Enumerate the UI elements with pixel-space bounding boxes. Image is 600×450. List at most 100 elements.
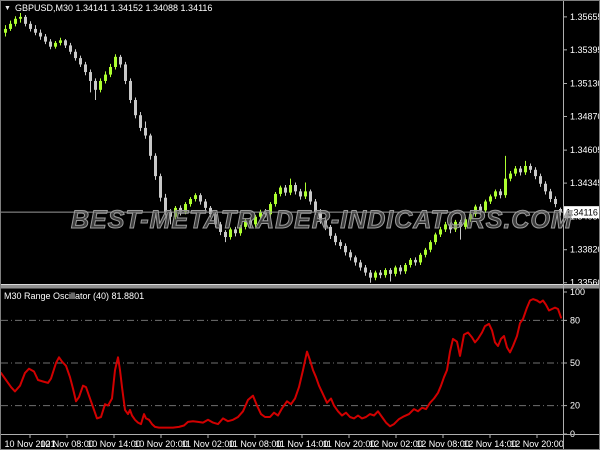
bull-candle <box>189 198 192 205</box>
bull-candle <box>469 214 472 220</box>
bull-candle <box>289 185 292 193</box>
bull-candle <box>269 204 272 215</box>
bear-candle <box>359 262 362 268</box>
bear-candle <box>369 272 372 278</box>
price-axis-label: 1.34345 <box>570 178 600 188</box>
bull-candle <box>54 42 57 47</box>
current-price-value: 1.34116 <box>566 208 598 218</box>
oscillator-axis-label: 80 <box>570 315 580 325</box>
bull-candle <box>374 272 377 278</box>
oscillator-axis-label: 20 <box>570 401 580 411</box>
bull-candle <box>99 80 102 90</box>
bear-candle <box>264 211 267 215</box>
bull-candle <box>184 204 187 212</box>
bull-candle <box>434 234 437 243</box>
bear-candle <box>139 115 142 128</box>
bear-candle <box>449 224 452 230</box>
price-axis-label: 1.34605 <box>570 145 600 155</box>
time-axis-label: 11 Nov 20:00 <box>323 439 376 449</box>
time-axis-label: 11 Nov 02:00 <box>182 439 235 449</box>
indicator-title-label: M30 Range Oscillator (40) 81.8801 <box>4 291 145 301</box>
bull-candle <box>439 229 442 235</box>
price-axis-label: 1.34870 <box>570 111 600 121</box>
bear-candle <box>204 201 207 208</box>
bear-candle <box>144 127 147 136</box>
bull-candle <box>109 66 112 75</box>
bull-candle <box>14 18 17 24</box>
bull-candle <box>194 195 197 199</box>
bull-candle <box>229 229 232 238</box>
bear-candle <box>389 270 392 274</box>
bear-candle <box>94 80 97 90</box>
time-axis-label: 10 Nov 2021 <box>4 439 55 449</box>
bear-candle <box>219 224 222 232</box>
bull-candle <box>514 168 517 174</box>
bull-candle <box>9 23 12 29</box>
oscillator-axis-label: 100 <box>570 287 585 297</box>
bull-candle <box>494 191 497 197</box>
bear-candle <box>344 245 347 253</box>
bear-candle <box>249 220 252 225</box>
bear-candle <box>499 191 502 196</box>
bull-candle <box>444 224 447 230</box>
price-axis-label: 1.35395 <box>570 45 600 55</box>
bull-candle <box>384 270 387 276</box>
bear-candle <box>159 176 162 198</box>
time-axis-label: 10 Nov 14:00 <box>87 439 141 449</box>
bear-candle <box>349 252 352 258</box>
bear-candle <box>379 272 382 276</box>
bull-candle <box>409 259 412 265</box>
bear-candle <box>309 191 312 202</box>
bull-candle <box>114 56 117 67</box>
bull-candle <box>454 221 457 230</box>
bear-candle <box>224 231 227 238</box>
bear-candle <box>79 58 82 65</box>
bear-candle <box>149 135 152 156</box>
bear-candle <box>69 45 72 52</box>
bull-candle <box>489 196 492 202</box>
bull-candle <box>484 201 487 211</box>
bull-candle <box>464 219 467 227</box>
symbol-ohlc-label: ▼ GBPUSD,M30 1.34141 1.34152 1.34088 1.3… <box>4 3 212 13</box>
symbol-dropdown-icon[interactable]: ▼ <box>4 4 11 12</box>
bear-candle <box>199 195 202 202</box>
bull-candle <box>4 28 7 33</box>
bear-candle <box>324 220 327 227</box>
bear-candle <box>214 214 217 225</box>
bear-candle <box>539 176 542 184</box>
panel-separator[interactable] <box>1 284 600 289</box>
price-axis-label: 1.35130 <box>570 78 600 88</box>
bear-candle <box>64 40 67 46</box>
time-axis-label: 11 Nov 08:00 <box>229 439 282 449</box>
bear-candle <box>414 259 417 263</box>
bear-candle <box>209 207 212 215</box>
price-axis-label: 1.35655 <box>570 12 600 22</box>
current-price-box <box>564 206 599 219</box>
time-axis-label: 11 Nov 14:00 <box>276 439 329 449</box>
bear-candle <box>284 187 287 193</box>
bear-candle <box>134 99 137 116</box>
bear-candle <box>119 56 122 65</box>
bear-candle <box>364 267 367 273</box>
bear-candle <box>319 211 322 221</box>
bear-candle <box>354 257 357 263</box>
time-axis-label: 12 Nov 02:00 <box>369 439 423 449</box>
bear-candle <box>29 23 32 29</box>
bull-candle <box>429 242 432 250</box>
bear-candle <box>234 229 237 234</box>
bear-candle <box>34 28 37 33</box>
bear-candle <box>299 191 302 197</box>
bear-candle <box>89 72 92 81</box>
time-axis-label: 10 Nov 08:00 <box>40 439 94 449</box>
bull-candle <box>104 74 107 81</box>
bear-candle <box>24 16 27 24</box>
bear-candle <box>294 185 297 192</box>
bear-candle <box>399 267 402 272</box>
bear-candle <box>554 198 557 205</box>
bull-candle <box>19 16 22 19</box>
bear-candle <box>154 155 157 177</box>
bear-candle <box>169 211 172 217</box>
bear-candle <box>314 201 317 212</box>
